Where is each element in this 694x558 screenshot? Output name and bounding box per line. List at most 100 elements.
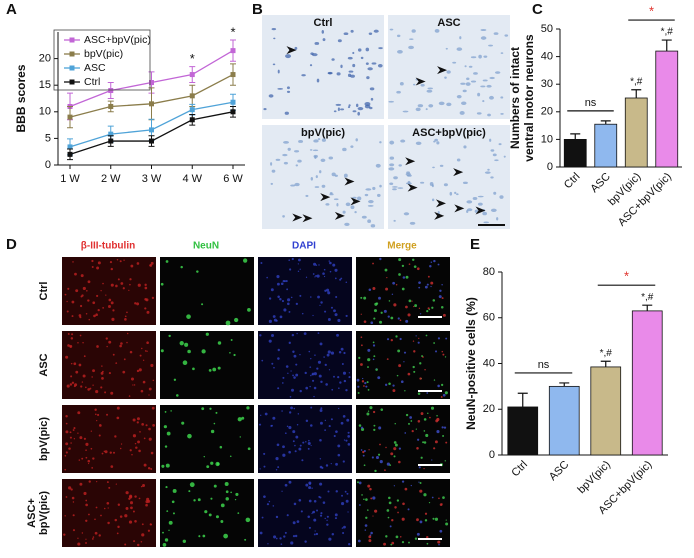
cell [472, 196, 478, 200]
cell [429, 182, 434, 186]
fluorescence [148, 437, 152, 441]
fluorescence [393, 485, 395, 487]
legend-label: bpV(pic) [84, 48, 123, 60]
fluorescence [424, 512, 428, 515]
fluorescence [423, 467, 425, 470]
bar [548, 385, 580, 456]
fluorescence [342, 532, 345, 535]
fluorescence [358, 481, 362, 485]
fluorescence [293, 502, 297, 506]
x-tick-label: 6 W [223, 173, 243, 185]
cell [456, 193, 459, 196]
fluorescence [341, 502, 345, 506]
fluorescence [324, 310, 327, 313]
fluorescence [437, 263, 440, 266]
row-label: bpV(pic) [38, 491, 50, 535]
fluorescence [196, 270, 199, 273]
fluorescence [295, 373, 299, 377]
cell [294, 46, 298, 50]
fluorescence [189, 482, 195, 488]
cell [340, 108, 345, 111]
fluorescence [79, 304, 83, 308]
cell [294, 150, 300, 153]
fluorescence [441, 503, 443, 505]
fluorescence [114, 435, 117, 438]
fluorescence [209, 407, 212, 410]
fluorescence [79, 334, 82, 337]
y-axis-label: Numbers of intact [508, 47, 522, 149]
cell [372, 186, 376, 190]
fluorescence [385, 287, 389, 291]
fluorescence [78, 459, 81, 461]
fluorescence [328, 260, 330, 262]
fluorescence [378, 426, 382, 430]
bar [590, 366, 622, 456]
cell [310, 176, 314, 181]
fluorescence [138, 449, 141, 453]
fluorescence [373, 317, 376, 320]
cell [489, 76, 495, 80]
fluorescence [145, 298, 149, 302]
cell [461, 101, 467, 106]
fluorescence [97, 261, 101, 265]
fluorescence [64, 454, 67, 457]
fluorescence [299, 444, 302, 447]
fluorescence [72, 261, 74, 263]
fluorescence [165, 463, 170, 468]
fluorescence [313, 386, 317, 390]
fluorescence [325, 383, 328, 386]
fluorescence [324, 419, 327, 422]
fluorescence [293, 354, 297, 358]
fluorescence [230, 491, 232, 494]
fluorescence [117, 525, 120, 529]
fluorescence [150, 451, 154, 455]
fluorescence [357, 391, 360, 394]
fluorescence [295, 435, 299, 439]
fluorescence [285, 365, 289, 368]
x-tick-label: ASC [547, 459, 572, 484]
fluorescence [407, 372, 411, 376]
fluorescence [129, 449, 132, 452]
marker [149, 101, 154, 107]
cell [295, 164, 299, 167]
fluorescence [296, 520, 300, 523]
cell [462, 89, 467, 93]
fluorescence [81, 381, 84, 383]
fluorescence [116, 532, 119, 535]
y-axis-label: BBB scores [14, 64, 28, 132]
marker [189, 117, 195, 123]
cell [320, 158, 326, 163]
fluorescence [124, 543, 127, 546]
fluorescence [378, 296, 381, 300]
fluorescence [275, 515, 279, 519]
fluorescence [418, 281, 421, 285]
fluorescence [398, 364, 402, 368]
fluorescence [392, 389, 396, 393]
fluorescence [290, 541, 294, 545]
fluorescence [397, 317, 400, 320]
arrowhead [435, 199, 446, 208]
marker [108, 131, 114, 137]
fluorescence [444, 391, 448, 395]
cell [460, 82, 466, 85]
fluorescence [296, 332, 298, 335]
fluorescence [137, 440, 140, 444]
cell [500, 112, 504, 115]
fluorescence [427, 412, 429, 415]
fluorescence [391, 293, 394, 295]
fluorescence [288, 450, 291, 454]
fluorescence [78, 363, 82, 367]
annotation: * [649, 3, 654, 18]
arrowhead [405, 157, 416, 166]
fluorescence [85, 386, 87, 389]
fluorescence [268, 339, 272, 343]
legend-label: Ctrl [84, 76, 100, 88]
cell [316, 78, 320, 83]
fluorescence [85, 503, 88, 507]
micrograph [388, 15, 510, 119]
fluorescence [333, 375, 335, 378]
y-tick-label: 80 [483, 266, 495, 278]
cell [321, 184, 326, 188]
fluorescence [302, 441, 305, 444]
cell [347, 56, 353, 60]
